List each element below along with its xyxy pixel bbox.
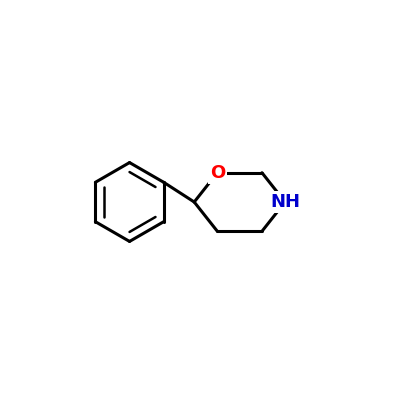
Text: NH: NH [270, 193, 300, 211]
Text: O: O [210, 164, 225, 182]
